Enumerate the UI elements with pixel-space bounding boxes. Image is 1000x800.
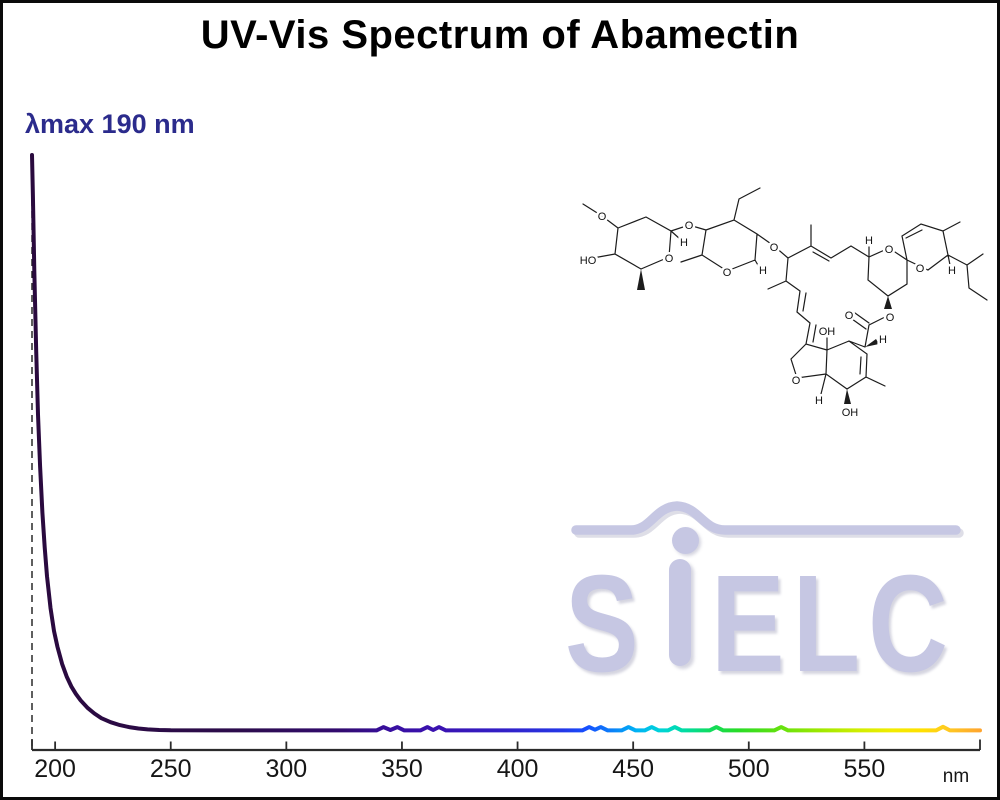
watermark-letter-s: S: [565, 547, 639, 701]
atom-label: OH: [819, 326, 836, 338]
atom-label: O: [845, 310, 854, 322]
atom-label: O: [770, 242, 779, 254]
x-axis-tick-label: 300: [265, 755, 308, 783]
atom-label: H: [879, 334, 887, 346]
atom-label: HO: [580, 255, 597, 267]
atom-label: H: [948, 265, 956, 277]
x-axis-unit-label: nm: [942, 766, 970, 787]
atom-label: H: [759, 265, 767, 277]
atom-label: OH: [842, 407, 859, 419]
x-axis-ticks: [31, 739, 981, 750]
spectrum-plot: [30, 153, 982, 752]
x-axis-tick-label: 250: [149, 755, 192, 783]
atom-label: O: [792, 375, 801, 387]
spectrum-curve: [30, 153, 982, 733]
atom-label: O: [665, 253, 674, 265]
atom-label: H: [865, 235, 873, 247]
atom-label: O: [885, 244, 894, 256]
watermark-i-bar: [669, 559, 691, 666]
x-axis-tick-label: 450: [612, 755, 655, 783]
lambda-max-annotation: λmax 190 nm: [25, 109, 195, 139]
atom-label: O: [886, 312, 895, 324]
x-axis-tick-label: 350: [381, 755, 423, 783]
molecule-bonds: [582, 187, 988, 395]
atom-label: H: [815, 395, 823, 407]
atom-label: O: [723, 267, 732, 279]
watermark-i-dot-icon: [672, 527, 699, 554]
chromatogram-peak-line-icon: [571, 501, 964, 538]
atom-label: O: [916, 263, 925, 275]
atom-label: O: [685, 220, 694, 232]
brand-watermark: S ELC: [3, 3, 997, 797]
x-axis-tick-label: 200: [34, 755, 76, 783]
page-title: UV-Vis Spectrum of Abamectin: [200, 13, 800, 57]
x-axis-tick-label: 550: [843, 755, 886, 783]
x-axis-tick-label: 400: [496, 755, 539, 783]
molecule-wedges: [637, 269, 892, 404]
x-axis-tick-label: 500: [727, 755, 770, 783]
atom-label: H: [680, 237, 688, 249]
atom-label: O: [598, 211, 607, 223]
watermark-letters-elc: ELC: [711, 547, 956, 701]
